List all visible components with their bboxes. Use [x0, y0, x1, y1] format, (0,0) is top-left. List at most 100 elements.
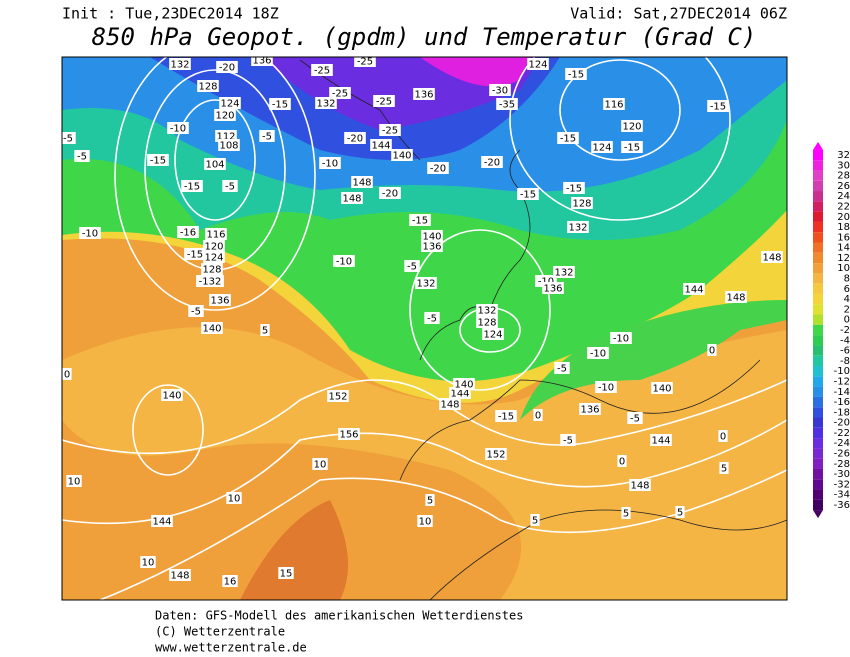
label-box	[219, 97, 241, 109]
label-box	[341, 192, 363, 204]
colorbar-label: -30	[834, 469, 850, 480]
label-box	[565, 68, 587, 80]
contour-label: -15	[187, 250, 203, 261]
colorbar-swatch	[813, 293, 823, 305]
label-box	[621, 120, 643, 132]
contour-label: 124	[592, 143, 611, 154]
colorbar-label: 28	[837, 171, 850, 182]
label-box	[683, 283, 705, 295]
label-box	[203, 251, 225, 263]
colorbar-swatch	[813, 211, 823, 222]
label-box	[259, 130, 275, 142]
contour-label: -20	[347, 134, 363, 145]
colorbar-swatch	[813, 468, 823, 480]
contour-label: -25	[382, 126, 398, 137]
label-box	[621, 141, 643, 153]
label-box	[226, 492, 242, 504]
label-box	[707, 344, 717, 356]
contour-label: 148	[170, 571, 189, 582]
contour-label: 152	[328, 392, 347, 403]
label-box	[650, 434, 672, 446]
colorbar-label: 32	[837, 150, 850, 161]
label-box	[218, 139, 240, 151]
contour-label: 148	[726, 293, 745, 304]
colorbar-label: 20	[837, 212, 850, 223]
contour-label: 128	[202, 265, 221, 276]
contour-label: 140	[162, 391, 181, 402]
colorbar-label: -2	[840, 325, 850, 336]
contour-label: -10	[598, 383, 614, 394]
contour-label: 128	[572, 199, 591, 210]
contour-label: -5	[77, 152, 87, 163]
label-box	[719, 462, 729, 474]
colorbar-swatch	[813, 407, 823, 418]
contour-label: -15	[272, 100, 288, 111]
colorbar-label: 22	[837, 201, 850, 212]
label-box	[761, 251, 783, 263]
contour-label: 10	[314, 460, 327, 471]
contour-label: -5	[563, 436, 573, 447]
label-box	[209, 294, 231, 306]
label-box	[595, 381, 617, 393]
label-box	[201, 263, 223, 275]
colorbar-label: -8	[840, 356, 850, 367]
label-box	[617, 455, 627, 467]
label-box	[527, 58, 549, 70]
colorbar-label: 6	[844, 284, 850, 295]
label-box	[197, 80, 219, 92]
contour-label: 136	[252, 56, 271, 67]
label-box	[571, 197, 593, 209]
label-box	[370, 139, 392, 151]
label-box	[421, 240, 443, 252]
contour-label: 132	[477, 306, 496, 317]
contour-label: -15	[624, 143, 640, 154]
label-box	[629, 479, 651, 491]
contour-label: -15	[150, 156, 166, 167]
colorbar-label: -26	[834, 449, 850, 460]
colorbar-swatch	[813, 191, 823, 202]
contour-label: 132	[416, 279, 435, 290]
contour-label: -10	[82, 229, 98, 240]
label-box	[439, 398, 461, 410]
contour-label: 104	[205, 160, 224, 171]
contour-label: -5	[63, 134, 73, 145]
label-box	[147, 154, 169, 166]
contour-label: 116	[206, 230, 225, 241]
label-box	[177, 226, 199, 238]
contour-label: 124	[483, 330, 502, 341]
colorbar-swatch	[813, 489, 823, 500]
colorbar-swatch	[813, 396, 823, 408]
contour-label: 112	[216, 132, 235, 143]
label-box	[530, 514, 540, 526]
contour-label: 148	[630, 481, 649, 492]
contour-label: -15	[710, 102, 726, 113]
colorbar-swatch	[813, 355, 823, 367]
label-box	[587, 347, 609, 359]
colorbar-swatch	[813, 499, 823, 511]
colorbar-swatch	[813, 417, 823, 428]
contour-label: -10	[170, 124, 186, 135]
colorbar-label: 4	[844, 294, 850, 305]
contour-label: 116	[604, 100, 623, 111]
colorbar-swatch	[813, 180, 823, 192]
label-box	[205, 228, 227, 240]
label-box	[413, 88, 435, 100]
contour-label: -10	[590, 349, 606, 360]
contour-label: 156	[339, 430, 358, 441]
contour-label: -20	[382, 189, 398, 200]
contour-label: 136	[543, 284, 562, 295]
label-box	[553, 266, 575, 278]
coast	[399, 359, 761, 481]
contour-label: 124	[220, 99, 239, 110]
contour	[559, 59, 681, 161]
contour-label: 132	[568, 223, 587, 234]
contour-label: -15	[184, 182, 200, 193]
footer-copyright: (C) Wetterzentrale	[155, 625, 285, 639]
label-box	[278, 567, 294, 579]
contour-label: 128	[198, 82, 217, 93]
colorbar-swatch	[813, 386, 823, 397]
colorbar-label: 18	[837, 222, 850, 233]
colorbar-swatch	[813, 201, 823, 212]
